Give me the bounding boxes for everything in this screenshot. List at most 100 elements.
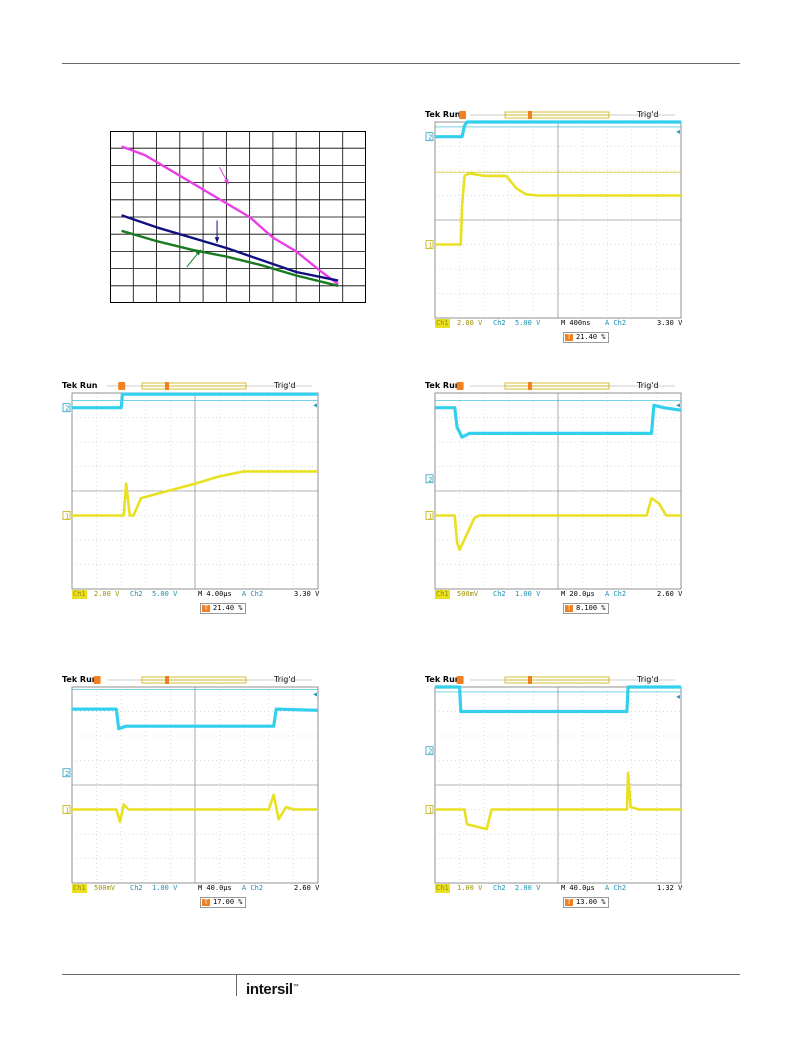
scope-trigger-status: Trig'd bbox=[637, 381, 659, 390]
ch1-ground-marker bbox=[425, 805, 434, 814]
trigger-icon: T bbox=[202, 899, 210, 906]
trigger-icon: T bbox=[202, 605, 210, 612]
ch2-ground-marker bbox=[425, 746, 434, 756]
trigger-position-readout: T 21.40 % bbox=[200, 603, 246, 614]
ch2-label: Ch2 bbox=[493, 590, 506, 598]
timebase: M 40.0µs bbox=[198, 884, 232, 892]
scope-status-bar: Ch1 2.00 V Ch2 5.00 V M 4.00µs A Ch2 3.30 V bbox=[72, 590, 319, 599]
trigger-marker-icon bbox=[118, 382, 126, 390]
ch1-waveform bbox=[435, 497, 681, 552]
trigger-position-readout: T 8.100 % bbox=[563, 603, 609, 614]
ch1-label: Ch1 bbox=[435, 884, 450, 893]
trigger-source: A Ch2 bbox=[605, 319, 627, 327]
ch2-marker-label: 2 bbox=[428, 476, 432, 484]
trigger-position-icon bbox=[528, 111, 532, 119]
trigger-position-icon bbox=[528, 676, 532, 684]
ch1-waveform bbox=[435, 172, 681, 246]
scope-screen: 21 bbox=[62, 382, 319, 590]
ch1-marker-label: 1 bbox=[428, 242, 432, 250]
trigger-position-value: 13.00 % bbox=[576, 898, 606, 906]
ch2-scale: 5.00 V bbox=[152, 590, 178, 598]
intersil-logo: intersil™ bbox=[246, 981, 299, 998]
trigger-level-arrow bbox=[676, 403, 680, 408]
trigger-marker-icon bbox=[459, 111, 467, 119]
scope-run-status: Tek Run bbox=[425, 110, 461, 119]
ch2-scale: 1.00 V bbox=[515, 590, 541, 598]
ch2-label: Ch2 bbox=[493, 884, 506, 892]
trigger-position-value: 21.40 % bbox=[213, 604, 243, 612]
ch1-ground-marker bbox=[425, 240, 434, 249]
ch1-waveform bbox=[72, 793, 318, 824]
scope-screen: 21 bbox=[425, 111, 682, 319]
ch2-ground-marker bbox=[62, 403, 71, 413]
ch1-ground-marker bbox=[425, 511, 434, 520]
timebase: M 400ns bbox=[561, 319, 591, 327]
trigger-marker-icon bbox=[93, 676, 101, 684]
ch1-marker-label: 1 bbox=[428, 513, 432, 521]
ch1-label: Ch1 bbox=[435, 319, 450, 328]
trigger-position-value: 8.100 % bbox=[576, 604, 606, 612]
ch1-label: Ch1 bbox=[72, 884, 87, 893]
ch1-waveform bbox=[435, 771, 681, 831]
graph-series-line bbox=[121, 145, 339, 286]
ch2-ground-marker bbox=[425, 474, 434, 484]
trigger-source: A Ch2 bbox=[242, 884, 264, 892]
ch2-waveform bbox=[435, 120, 681, 139]
trigger-level: 2.60 V bbox=[294, 884, 320, 892]
ch1-ground-marker bbox=[62, 805, 71, 814]
trigger-position-readout: T 17.00 % bbox=[200, 897, 246, 908]
trigger-source: A Ch2 bbox=[242, 590, 264, 598]
trigger-position-icon bbox=[528, 382, 532, 390]
trigger-level: 2.60 V bbox=[657, 590, 683, 598]
ch1-scale: 500mV bbox=[94, 884, 116, 892]
scope-capture: Tek Run Trig'd 2 1 Ch1 2.00 V Ch2 5.00 V M 400ns… bbox=[425, 110, 685, 378]
ch2-scale: 2.00 V bbox=[515, 884, 541, 892]
trigger-position-readout: T 13.00 % bbox=[563, 897, 609, 908]
scope-status-bar: Ch1 2.00 V Ch2 5.00 V M 400ns A Ch2 3.30 V bbox=[435, 319, 683, 328]
ch1-marker-label: 1 bbox=[428, 807, 432, 815]
scope-screen: 21 bbox=[425, 382, 682, 590]
ch2-ground-marker bbox=[425, 132, 434, 142]
trigger-position-value: 17.00 % bbox=[213, 898, 243, 906]
ch2-label: Ch2 bbox=[493, 319, 506, 327]
scope-status-bar: Ch1 500mV Ch2 1.00 V M 20.0µs A Ch2 2.60 V bbox=[435, 590, 683, 599]
scope-run-status: Tek Run bbox=[62, 675, 98, 684]
timebase: M 4.00µs bbox=[198, 590, 232, 598]
scope-run-status: Tek Run bbox=[62, 381, 98, 390]
scope-status-bar: Ch1 1.00 V Ch2 2.00 V M 40.0µs A Ch2 1.32 V bbox=[435, 884, 682, 893]
trigger-position-icon bbox=[165, 676, 169, 684]
trigger-level: 3.30 V bbox=[657, 319, 683, 327]
scope-trigger-status: Trig'd bbox=[274, 675, 296, 684]
ch1-scale: 2.00 V bbox=[457, 319, 483, 327]
trigger-level-arrow bbox=[313, 692, 317, 697]
scope-run-status: Tek Run bbox=[425, 675, 461, 684]
ch2-marker-label: 2 bbox=[65, 770, 69, 778]
ch2-waveform bbox=[72, 707, 319, 731]
trigger-icon: T bbox=[565, 605, 573, 612]
trigger-level-arrow bbox=[676, 129, 680, 134]
scope-screen: 21 bbox=[62, 676, 319, 884]
scope-screen: 21 bbox=[425, 676, 682, 884]
trigger-icon: T bbox=[565, 899, 573, 906]
graph-series-line bbox=[121, 229, 339, 287]
trigger-level-arrow bbox=[313, 403, 317, 408]
trigger-position-icon bbox=[165, 382, 169, 390]
scope-trigger-status: Trig'd bbox=[637, 110, 659, 119]
timebase: M 20.0µs bbox=[561, 590, 595, 598]
ch1-label: Ch1 bbox=[72, 590, 87, 599]
graph-series-line bbox=[121, 214, 339, 282]
trigger-marker-icon bbox=[456, 676, 464, 684]
trigger-marker-icon bbox=[456, 382, 464, 390]
ch2-scale: 1.00 V bbox=[152, 884, 178, 892]
ch2-marker-label: 2 bbox=[428, 748, 432, 756]
ch2-label: Ch2 bbox=[130, 590, 143, 598]
footer-divider bbox=[236, 974, 237, 996]
trigger-level-arrow bbox=[676, 694, 680, 699]
graph-arrow-head bbox=[195, 249, 201, 256]
trigger-source: A Ch2 bbox=[605, 590, 627, 598]
ch1-scale: 500mV bbox=[457, 590, 479, 598]
ch1-ground-marker bbox=[62, 511, 71, 520]
ch2-scale: 5.00 V bbox=[515, 319, 541, 327]
